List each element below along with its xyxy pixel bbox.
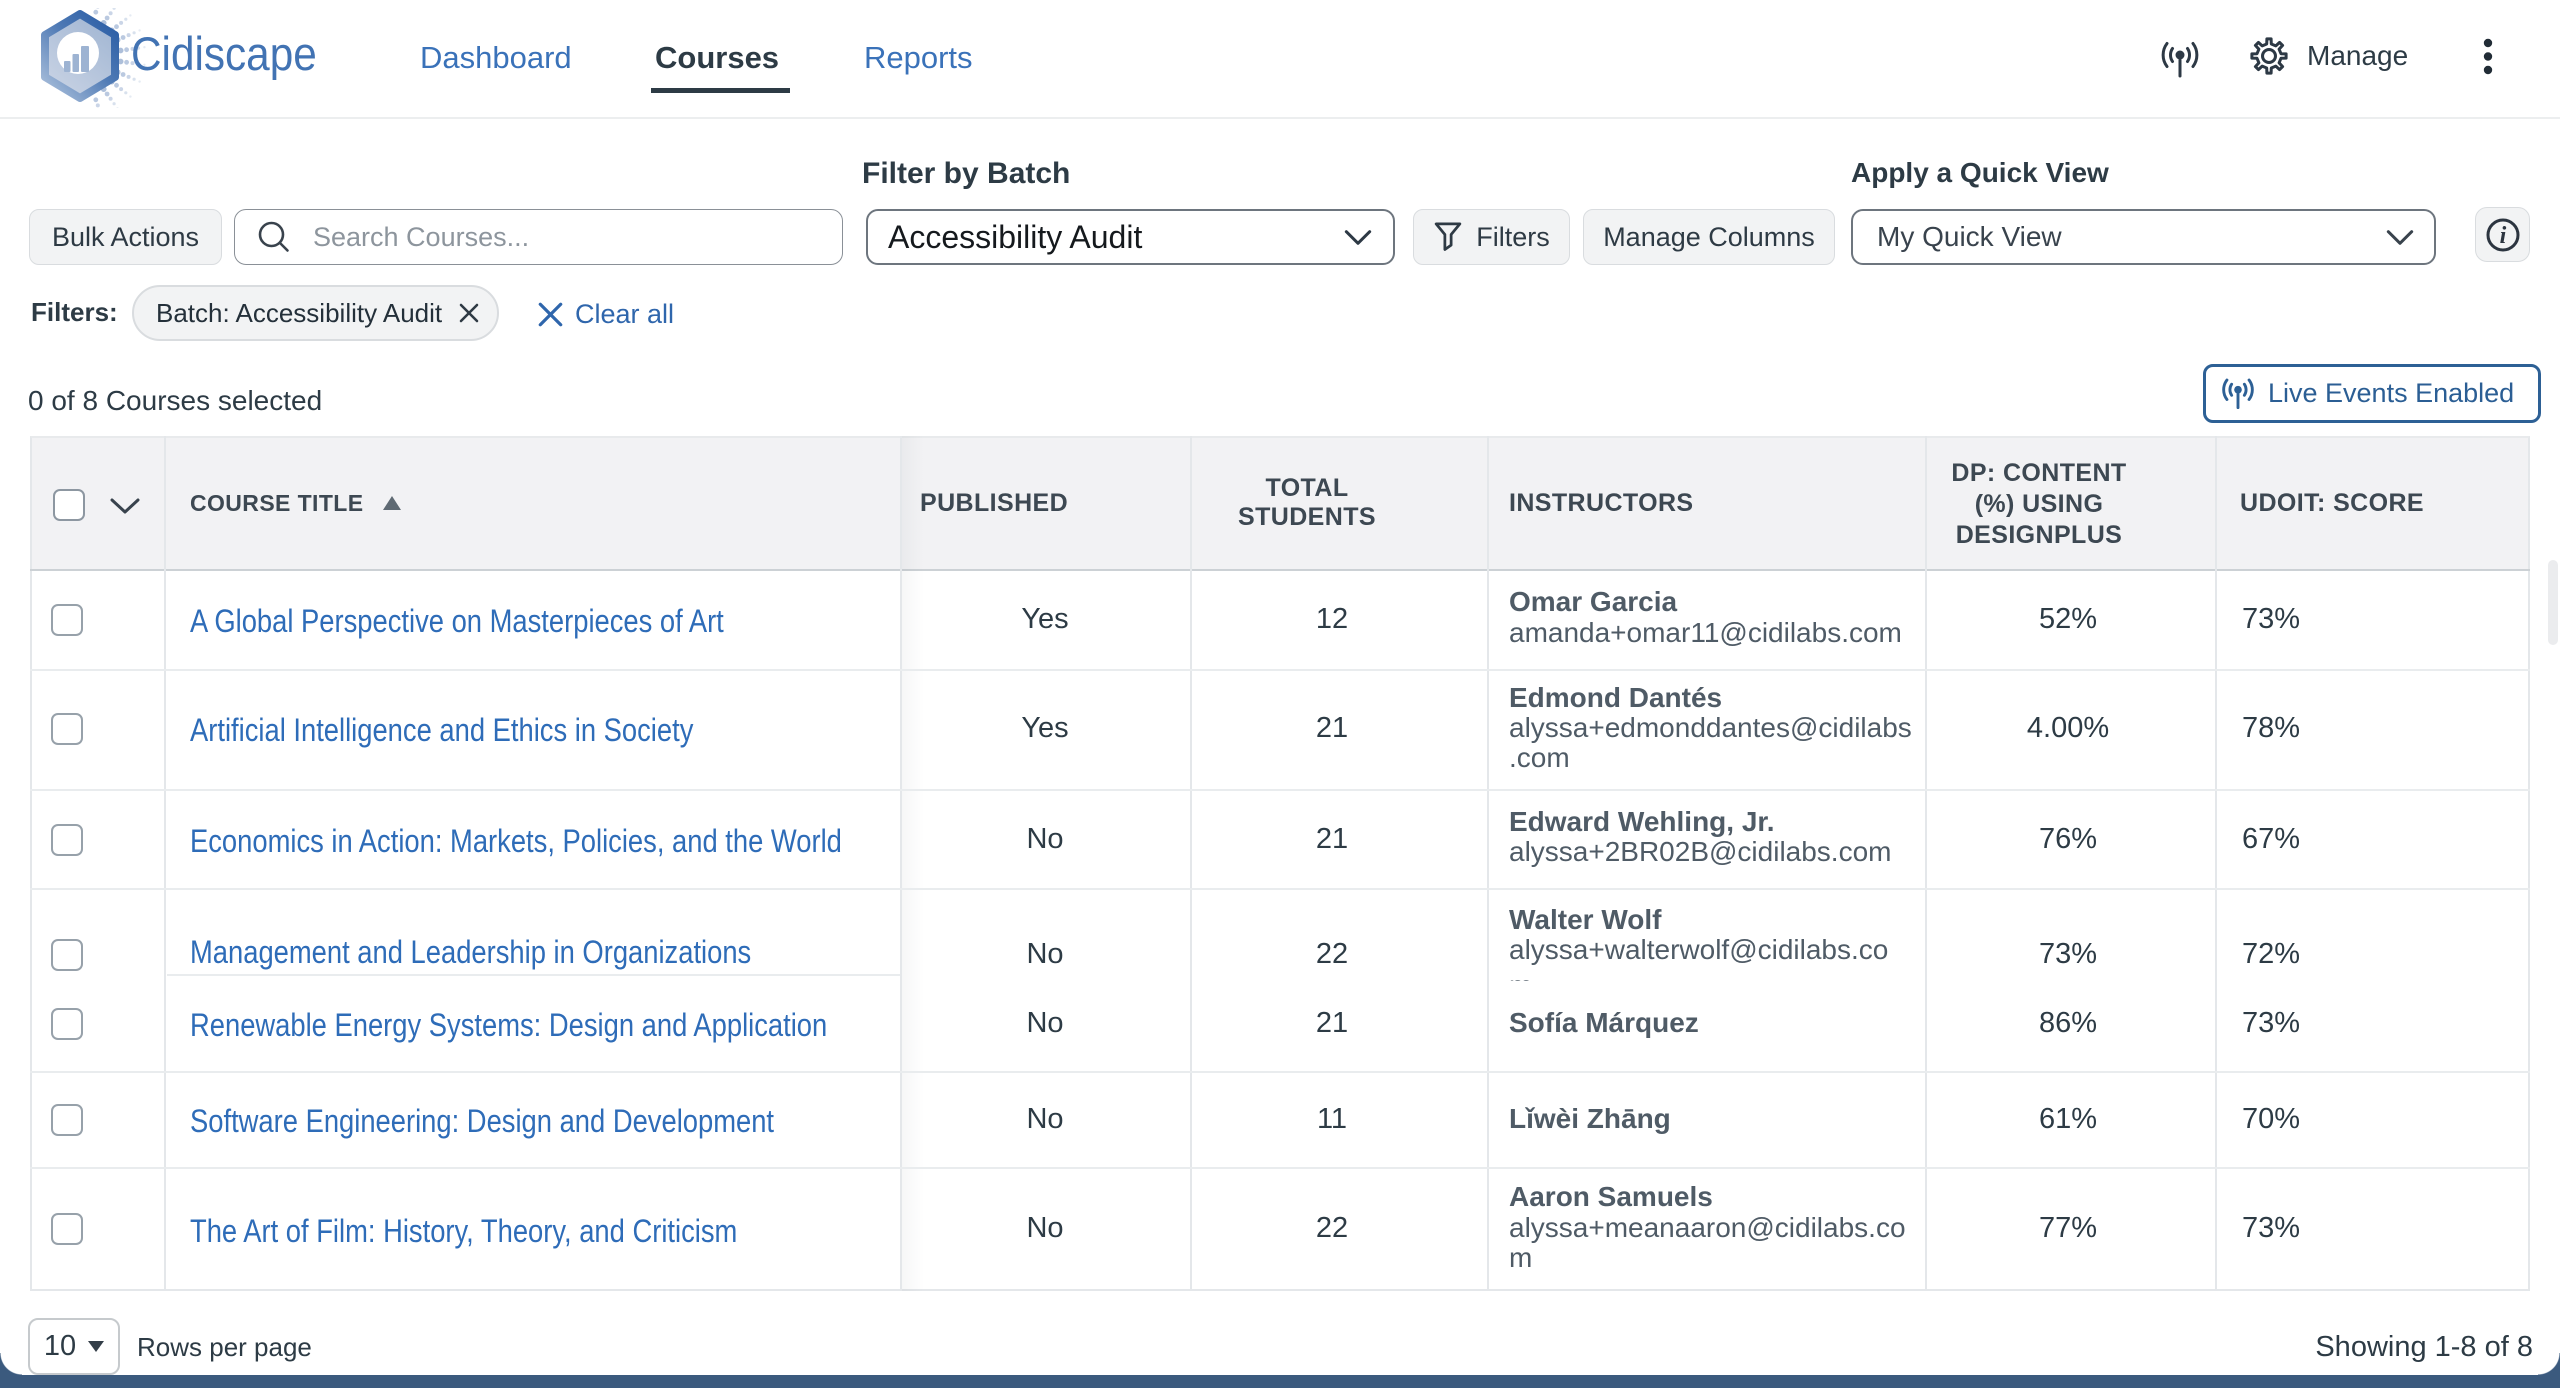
svg-text:i: i	[2499, 223, 2506, 249]
